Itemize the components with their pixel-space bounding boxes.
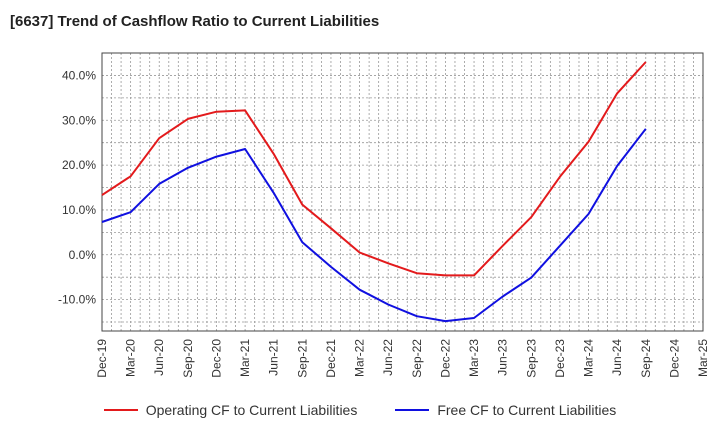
legend-swatch-free-cf xyxy=(395,409,430,411)
x-tick-label: Dec-24 xyxy=(667,339,681,378)
y-tick-label: 10.0% xyxy=(62,203,96,217)
y-tick-label: 0.0% xyxy=(69,248,97,262)
x-tick-label: Dec-19 xyxy=(95,339,109,378)
x-tick-label: Mar-21 xyxy=(238,339,252,377)
x-tick-label: Jun-24 xyxy=(610,339,624,376)
x-tick-label: Jun-20 xyxy=(152,339,166,376)
x-tick-label: Mar-23 xyxy=(467,339,481,377)
chart-title: [6637] Trend of Cashflow Ratio to Curren… xyxy=(10,13,380,30)
x-tick-label: Sep-20 xyxy=(181,339,195,378)
x-tick-label: Mar-20 xyxy=(124,339,138,377)
y-tick-label: -10.0% xyxy=(58,293,96,307)
x-tick-label: Dec-21 xyxy=(324,339,338,378)
x-tick-label: Dec-22 xyxy=(438,339,452,378)
x-tick-label: Jun-21 xyxy=(267,339,281,376)
x-tick-label: Sep-23 xyxy=(524,339,538,378)
plot-area-border xyxy=(101,52,704,332)
series-line-operating-cf xyxy=(101,61,647,277)
legend-swatch-operating-cf xyxy=(103,409,138,411)
x-tick-label: Mar-22 xyxy=(353,339,367,377)
x-tick-label: Dec-20 xyxy=(209,339,223,378)
y-tick-label: 20.0% xyxy=(62,158,96,172)
legend-label-free-cf: Free CF to Current Liabilities xyxy=(437,402,617,418)
y-tick-label: 30.0% xyxy=(62,113,96,127)
legend-item-free-cf: Free CF to Current Liabilities xyxy=(395,402,616,418)
legend: Operating CF to Current Liabilities Free… xyxy=(0,402,720,418)
x-tick-label: Jun-22 xyxy=(381,339,395,376)
y-tick-label: 40.0% xyxy=(62,68,96,82)
x-tick-label: Mar-25 xyxy=(696,339,710,377)
legend-label-operating-cf: Operating CF to Current Liabilities xyxy=(145,402,358,418)
x-tick-label: Sep-22 xyxy=(410,339,424,378)
x-tick-label: Mar-24 xyxy=(582,339,596,377)
x-tick-label: Sep-24 xyxy=(639,339,653,378)
x-tick-label: Dec-23 xyxy=(553,339,567,378)
x-tick-label: Sep-21 xyxy=(295,339,309,378)
series-line-free-cf xyxy=(101,128,647,323)
x-tick-label: Jun-23 xyxy=(496,339,510,376)
legend-item-operating-cf: Operating CF to Current Liabilities xyxy=(103,402,358,418)
